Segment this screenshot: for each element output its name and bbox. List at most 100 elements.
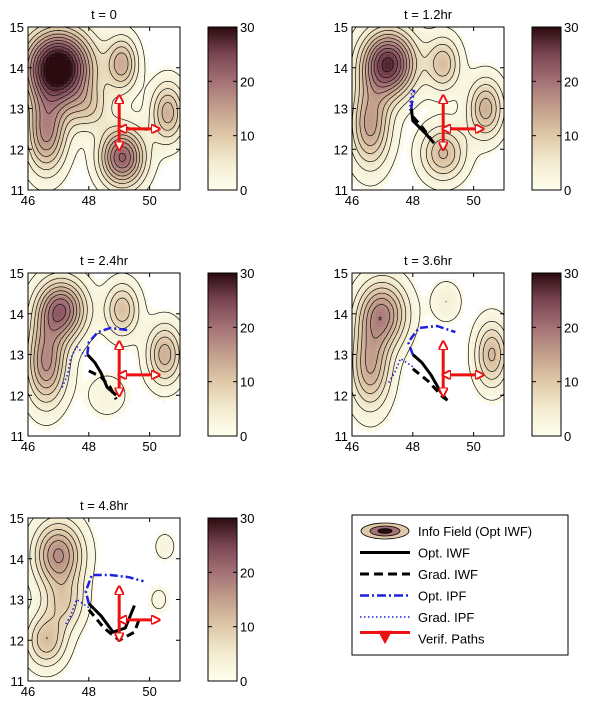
y-tick-label: 11 xyxy=(11,183,25,198)
legend-label: Opt. IPF xyxy=(418,589,466,604)
opt-ipf-path xyxy=(410,89,416,109)
paths xyxy=(387,324,483,403)
y-tick-label: 11 xyxy=(335,429,349,444)
legend-entry: Info Field (Opt IWF) xyxy=(360,522,532,540)
panel-3: 46 48 50 11 12 13 14 15 t = 2.4hr 0 10 20 30 xyxy=(10,253,255,454)
panel-title: t = 3.6hr xyxy=(404,253,453,268)
panel-title: t = 4.8hr xyxy=(80,498,129,513)
info-field xyxy=(352,273,504,433)
colorbar-tick-label: 20 xyxy=(564,320,578,335)
x-tick-label: 48 xyxy=(82,684,96,699)
y-tick-label: 12 xyxy=(10,388,24,403)
legend-label: Info Field (Opt IWF) xyxy=(418,524,532,539)
x-tick-label: 48 xyxy=(406,439,420,454)
colorbar-tick-label: 0 xyxy=(240,183,247,198)
y-tick-label: 12 xyxy=(334,388,348,403)
y-tick-label: 14 xyxy=(10,552,24,567)
colorbar: 0 10 20 30 xyxy=(207,20,254,198)
grad-iwf-path xyxy=(411,115,433,140)
legend-label: Grad. IPF xyxy=(418,610,474,625)
colorbar: 0 10 20 30 xyxy=(207,511,254,689)
x-tick-label: 48 xyxy=(82,439,96,454)
colorbar: 0 10 20 30 xyxy=(531,266,578,444)
paths xyxy=(409,87,483,149)
x-tick-label: 50 xyxy=(142,193,156,208)
y-tick-label: 13 xyxy=(10,348,24,363)
x-tick-label: 46 xyxy=(345,193,359,208)
opt-ipf-path xyxy=(84,573,144,604)
y-tick-label: 15 xyxy=(334,266,348,281)
colorbar-tick-label: 30 xyxy=(240,20,254,35)
info-field xyxy=(352,27,504,190)
grad-ipf-path xyxy=(409,87,414,111)
colorbar-tick-label: 20 xyxy=(240,565,254,580)
x-tick-label: 50 xyxy=(466,439,480,454)
legend-label: Grad. IWF xyxy=(418,567,478,582)
y-tick-label: 11 xyxy=(11,674,25,689)
panel-4: 46 48 50 11 12 13 14 15 t = 3.6hr 0 10 20 30 xyxy=(334,253,579,454)
y-tick-label: 15 xyxy=(334,20,348,35)
x-tick-label: 50 xyxy=(466,193,480,208)
x-tick-label: 48 xyxy=(406,193,420,208)
y-tick-label: 11 xyxy=(11,429,25,444)
paths xyxy=(60,326,158,400)
y-tick-label: 12 xyxy=(334,142,348,157)
grad-ipf-path xyxy=(387,357,414,384)
colorbar-tick-label: 0 xyxy=(240,674,247,689)
y-tick-label: 14 xyxy=(334,61,348,76)
panel-title: t = 0 xyxy=(91,7,117,22)
opt-iwf-path xyxy=(87,602,136,634)
y-tick-label: 15 xyxy=(10,20,24,35)
legend-label: Verif. Paths xyxy=(418,632,485,647)
x-tick-label: 48 xyxy=(82,193,96,208)
legend-entry: Verif. Paths xyxy=(360,630,485,647)
contour-lines xyxy=(28,518,175,678)
grad-ipf-path xyxy=(60,345,87,390)
y-tick-label: 12 xyxy=(10,142,24,157)
contour-lines xyxy=(352,273,504,428)
x-tick-label: 46 xyxy=(21,193,35,208)
y-tick-label: 14 xyxy=(10,61,24,76)
y-tick-label: 14 xyxy=(10,307,24,322)
x-tick-label: 50 xyxy=(142,684,156,699)
x-tick-label: 46 xyxy=(21,684,35,699)
colorbar-tick-label: 10 xyxy=(564,129,578,144)
colorbar-tick-label: 10 xyxy=(240,375,254,390)
colorbar-tick-label: 10 xyxy=(240,129,254,144)
colorbar-tick-label: 30 xyxy=(564,266,578,281)
legend-entry: Grad. IPF xyxy=(360,610,474,625)
legend-label: Opt. IWF xyxy=(418,546,470,561)
y-tick-label: 13 xyxy=(334,348,348,363)
y-tick-label: 13 xyxy=(10,593,24,608)
grad-iwf-path xyxy=(87,608,142,642)
y-tick-label: 15 xyxy=(10,266,24,281)
panel-2: 46 48 50 11 12 13 14 15 t = 1.2hr 0 10 20 30 xyxy=(334,7,579,208)
colorbar-tick-label: 10 xyxy=(240,620,254,635)
info-field xyxy=(28,518,176,681)
legend: Info Field (Opt IWF) Opt. IWF Grad. IWF Opt… xyxy=(351,514,569,656)
colorbar-tick-label: 0 xyxy=(240,429,247,444)
opt-ipf-path xyxy=(406,324,456,355)
y-tick-label: 11 xyxy=(335,183,349,198)
colorbar-tick-label: 10 xyxy=(564,375,578,390)
contour-lines xyxy=(28,273,180,426)
colorbar-tick-label: 30 xyxy=(564,20,578,35)
opt-ipf-path xyxy=(86,326,129,355)
colorbar: 0 10 20 30 xyxy=(207,266,254,444)
colorbar-tick-label: 20 xyxy=(240,74,254,89)
colorbar-tick-label: 0 xyxy=(564,183,571,198)
legend-entry: Opt. IWF xyxy=(360,546,470,561)
colorbar-tick-label: 30 xyxy=(240,511,254,526)
x-tick-label: 46 xyxy=(21,439,35,454)
panel-5: 46 48 50 11 12 13 14 15 t = 4.8hr 0 10 20 30 xyxy=(10,498,255,699)
y-tick-label: 13 xyxy=(334,102,348,117)
x-tick-label: 46 xyxy=(345,439,359,454)
panel-1: 46 48 50 11 12 13 14 15 t = 0 0 10 20 30 xyxy=(10,7,255,208)
colorbar-tick-label: 30 xyxy=(240,266,254,281)
paths xyxy=(119,96,159,149)
y-tick-label: 15 xyxy=(10,511,24,526)
y-tick-label: 14 xyxy=(334,307,348,322)
colorbar: 0 10 20 30 xyxy=(531,20,578,198)
opt-iwf-path xyxy=(411,353,448,401)
